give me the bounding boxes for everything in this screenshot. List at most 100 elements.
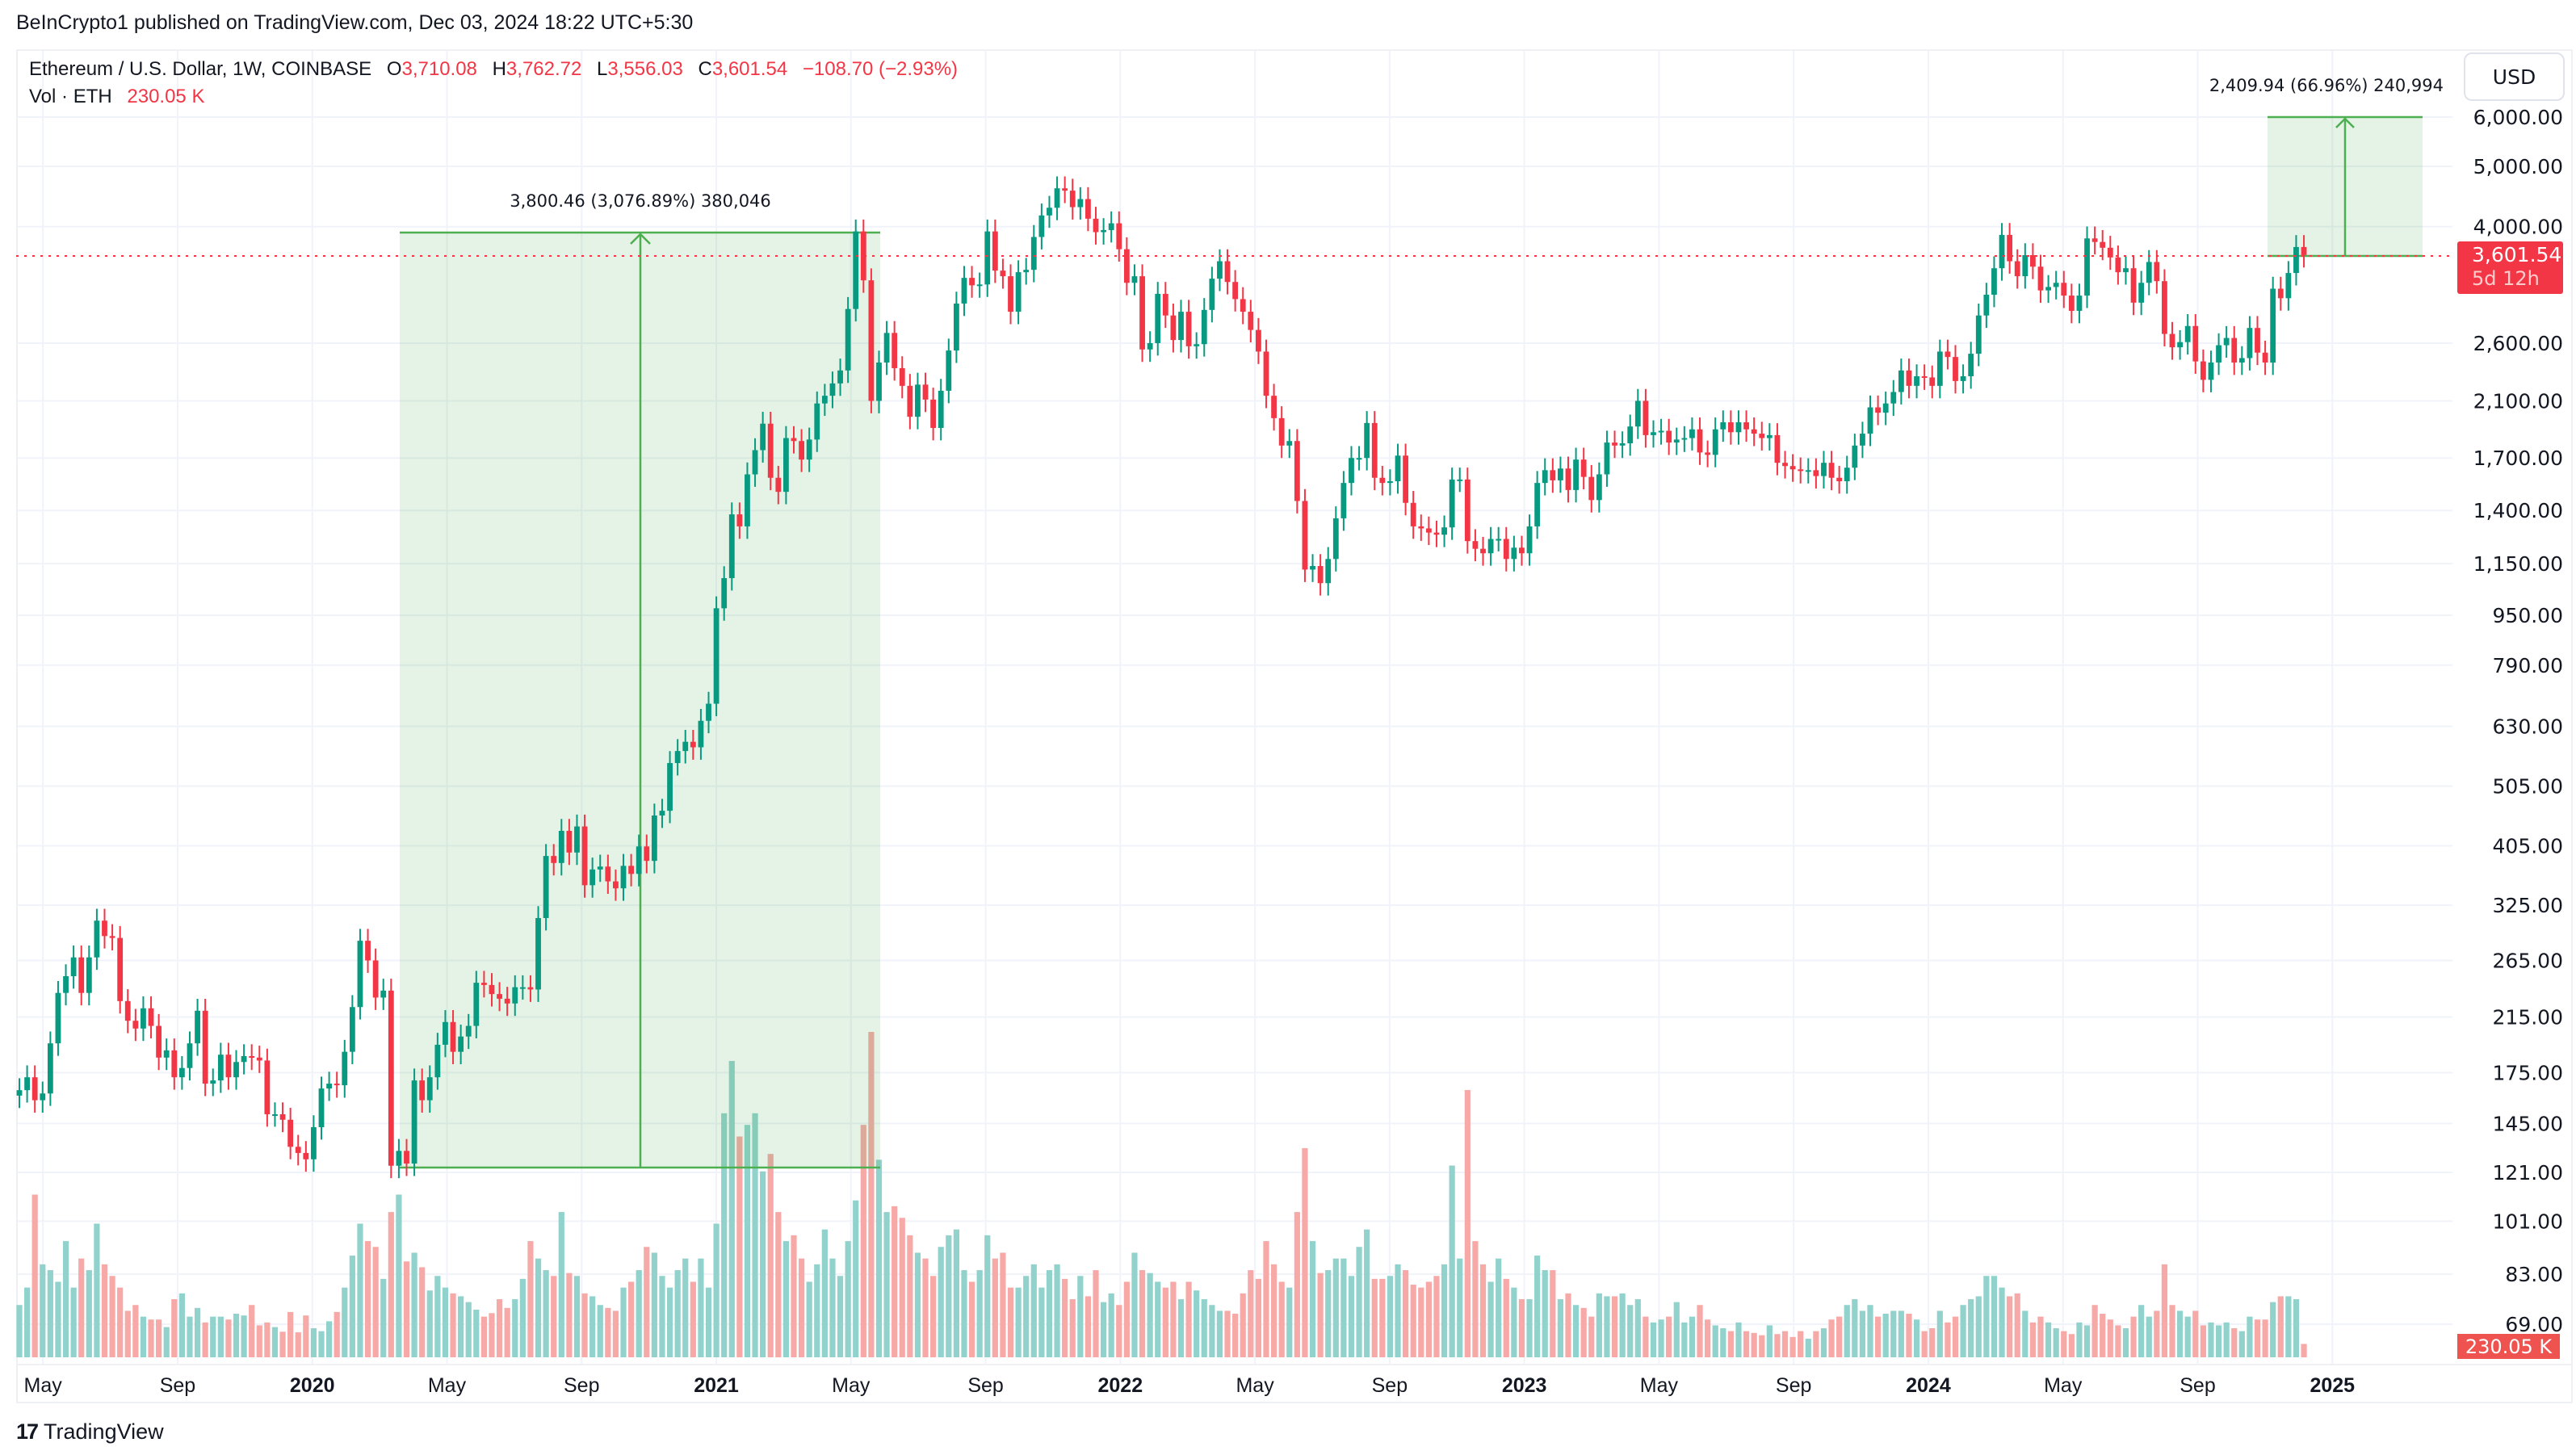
- volume-bar: [1116, 1305, 1122, 1357]
- candle-body: [2084, 238, 2090, 296]
- candle-body: [225, 1055, 232, 1078]
- volume-bar: [1224, 1310, 1231, 1357]
- candle: [1101, 218, 1106, 245]
- time-axis[interactable]: May Sep 2020 May Sep 2021 May Sep 2022 May Sep 2023…: [18, 1364, 2571, 1397]
- candle: [1387, 469, 1393, 496]
- currency-button[interactable]: USD: [2464, 52, 2565, 101]
- candle: [1766, 423, 1773, 451]
- candle: [2216, 333, 2221, 375]
- tradingview-logo[interactable]: 17 TradingView: [16, 1419, 164, 1445]
- candle: [63, 964, 69, 1006]
- candle: [1975, 303, 1982, 367]
- candle: [117, 925, 124, 1014]
- candle: [845, 296, 851, 384]
- candle-body: [551, 856, 557, 863]
- volume-bar: [1077, 1276, 1084, 1357]
- volume-bar: [1658, 1319, 1664, 1357]
- candle: [2146, 249, 2152, 296]
- measure-tool-1[interactable]: 3,800.46 (3,076.89%) 380,046: [400, 191, 880, 1169]
- candle: [1658, 418, 1664, 445]
- candle-body: [1116, 223, 1122, 249]
- candle-body: [527, 987, 534, 990]
- candle-body: [946, 350, 952, 391]
- candle: [853, 219, 859, 322]
- candle-body: [2270, 288, 2276, 363]
- volume-bar: [1705, 1319, 1711, 1357]
- last-volume-label: 230.05 K: [2457, 1334, 2560, 1359]
- candle-body: [783, 438, 789, 493]
- candle: [946, 338, 952, 404]
- candle: [279, 1102, 286, 1133]
- volume-bar: [1511, 1287, 1517, 1357]
- volume-bar: [674, 1270, 681, 1357]
- volume-bar: [1131, 1252, 1138, 1357]
- candle: [682, 729, 689, 764]
- volume-bar: [489, 1313, 495, 1357]
- candle-body: [1015, 272, 1022, 312]
- candle: [1914, 364, 1919, 399]
- candle-body: [1433, 532, 1440, 535]
- candle: [566, 819, 573, 866]
- symbol-name[interactable]: Ethereum / U.S. Dollar, 1W, COINBASE: [29, 58, 372, 80]
- volume-bar: [930, 1276, 937, 1357]
- volume-bar: [1921, 1331, 1928, 1357]
- candle-body: [2068, 296, 2075, 311]
- volume-bar: [2208, 1322, 2214, 1357]
- volume-bar: [1666, 1316, 1672, 1357]
- candle: [1271, 384, 1277, 431]
- volume-bar: [1759, 1335, 1765, 1357]
- volume-bar: [659, 1276, 665, 1357]
- candle-body: [2255, 328, 2260, 353]
- candle: [504, 987, 510, 1017]
- volume-bar: [1170, 1281, 1177, 1357]
- volume-bar: [473, 1309, 480, 1357]
- volume-bar: [1945, 1322, 1951, 1357]
- candle-body: [178, 1067, 185, 1078]
- change-value: −108.70 (−2.93%): [802, 58, 959, 80]
- volume-bar: [519, 1278, 526, 1357]
- candle: [2014, 249, 2020, 289]
- volume-bar: [1673, 1302, 1680, 1357]
- candle-body: [287, 1119, 294, 1147]
- volume-bar: [512, 1299, 518, 1357]
- candle-body: [620, 866, 627, 889]
- candle: [2270, 276, 2276, 375]
- candle: [1898, 359, 1904, 405]
- candle-body: [2216, 345, 2221, 363]
- volume-bar: [1882, 1314, 1889, 1357]
- candle: [1743, 410, 1749, 442]
- candle-body: [2293, 246, 2299, 274]
- volume-bar: [303, 1315, 309, 1357]
- candle-body: [2177, 342, 2184, 348]
- candle: [1627, 414, 1634, 456]
- candle-body: [473, 983, 480, 1026]
- volume-bar: [2107, 1319, 2113, 1357]
- volume-bar: [1526, 1299, 1533, 1357]
- candle: [295, 1134, 301, 1166]
- candle: [2037, 254, 2044, 304]
- candle-body: [1418, 526, 1424, 529]
- candle-body: [1047, 208, 1052, 216]
- candle-body: [1836, 477, 1843, 481]
- candle-body: [821, 396, 828, 404]
- candle-body: [1627, 426, 1634, 444]
- candle-body: [117, 937, 124, 1001]
- measure-tool-2[interactable]: 2,409.94 (66.96%) 240,994: [2209, 76, 2444, 258]
- time-tick-label: May: [24, 1374, 63, 1397]
- candle-body: [1658, 430, 1664, 433]
- price-axis[interactable]: 6,000.00 5,000.00 4,000.00 2,600.00 2,100.00…: [2473, 106, 2563, 1336]
- volume-bar: [2045, 1322, 2052, 1357]
- candle: [1697, 417, 1703, 465]
- candle-body: [1170, 315, 1177, 341]
- candle: [1735, 410, 1742, 445]
- volume-label[interactable]: Vol · ETH: [29, 86, 112, 107]
- volume-bar: [2277, 1296, 2284, 1357]
- candle-body: [2169, 333, 2175, 348]
- candle: [589, 857, 596, 898]
- candle-body: [1340, 483, 1347, 518]
- candle-body: [1619, 443, 1626, 446]
- candle: [1634, 388, 1641, 439]
- candle: [1480, 536, 1486, 566]
- volume-bar: [233, 1314, 240, 1357]
